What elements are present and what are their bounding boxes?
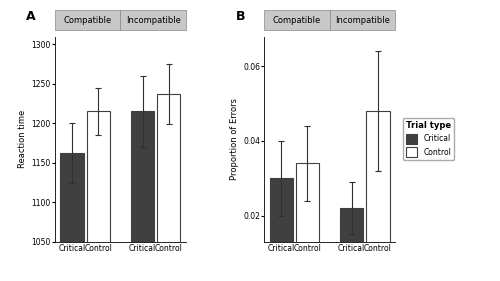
Text: Incompatible: Incompatible [335,16,390,25]
Bar [330,10,395,30]
Text: Compatible: Compatible [64,16,112,25]
Text: A: A [26,10,36,23]
Bar [60,153,84,281]
Y-axis label: Reaction time: Reaction time [18,110,28,168]
Bar [296,163,319,281]
Bar [131,112,154,281]
Bar [264,10,330,30]
Bar [55,10,120,30]
Bar [120,10,186,30]
Text: B: B [236,10,245,23]
Bar [157,94,180,281]
Bar [86,112,110,281]
Legend: Critical, Control: Critical, Control [402,118,454,160]
Text: Compatible: Compatible [273,16,321,25]
Bar [270,178,293,281]
Bar [340,208,363,281]
Bar [366,111,390,281]
Text: Incompatible: Incompatible [126,16,180,25]
Y-axis label: Proportion of Errors: Proportion of Errors [230,98,239,180]
